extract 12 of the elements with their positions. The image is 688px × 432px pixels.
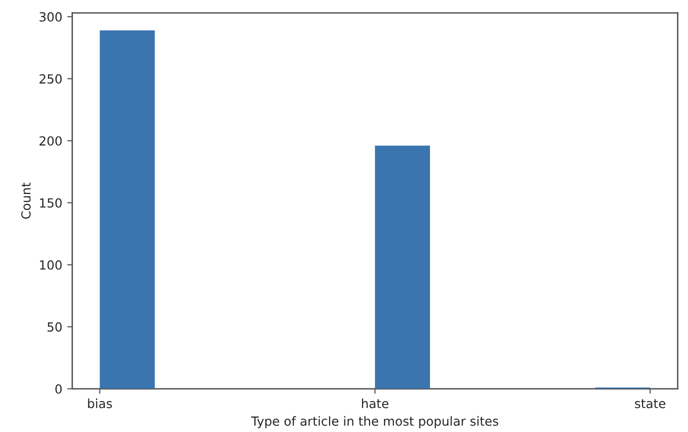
y-tick-label: 100 bbox=[40, 260, 62, 270]
y-tick-label: 150 bbox=[40, 198, 62, 208]
y-axis-title: Count bbox=[21, 182, 31, 219]
x-axis-title: Type of article in the most popular sites bbox=[251, 416, 498, 428]
y-tick-label: 0 bbox=[55, 384, 62, 394]
y-tick-label: 50 bbox=[48, 322, 62, 332]
y-tick-label: 200 bbox=[40, 136, 62, 146]
x-tick-label: hate bbox=[362, 398, 388, 408]
x-tick-label: state bbox=[635, 399, 666, 408]
y-tick-label: 250 bbox=[40, 74, 62, 84]
x-tick-label: bias bbox=[88, 398, 112, 408]
y-tick-label: 300 bbox=[40, 12, 62, 22]
